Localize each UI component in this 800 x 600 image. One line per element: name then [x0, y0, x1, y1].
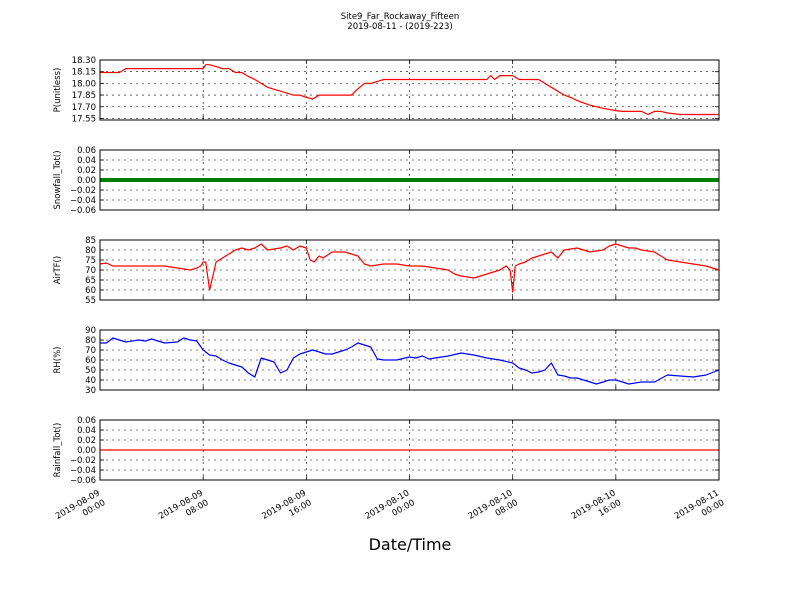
y-tick-label: 0.04	[77, 156, 96, 166]
y-tick-label: 70	[85, 266, 96, 276]
y-tick-label: 17.55	[72, 114, 96, 124]
y-tick-label: 55	[85, 296, 96, 306]
series-line-1	[99, 243, 720, 293]
plot-frame	[99, 239, 720, 301]
x-axis-label: Date/Time	[369, 535, 452, 554]
y-tick-label: −0.04	[70, 196, 96, 206]
plot-frame	[99, 329, 720, 391]
subplot-5: 0.060.040.020.00−0.02−0.04−0.06 Rainfall_…	[53, 416, 720, 486]
subplot-2: 0.060.040.020.00−0.02−0.04−0.06 Snowfall_…	[53, 146, 720, 216]
y-tick-label: 0.06	[77, 146, 96, 156]
y-tick-label: 18.30	[72, 56, 96, 66]
y-tick-label: 17.70	[72, 103, 96, 113]
y-tick-label: 0.00	[77, 446, 96, 456]
y-tick-label: 0.04	[77, 426, 96, 436]
y-tick-label: −0.06	[70, 206, 96, 216]
y-tick-label: 18.15	[72, 68, 96, 78]
plot-frame	[99, 59, 720, 121]
y-tick-label: 17.85	[72, 91, 96, 101]
y-tick-label: −0.04	[70, 466, 96, 476]
y-tick-label: 60	[85, 356, 96, 366]
chart-subtitle: 2019-08-11 - (2019-223)	[347, 22, 452, 32]
y-tick-label: 18.00	[72, 79, 96, 89]
y-tick-label: 90	[85, 326, 96, 336]
y-axis-label: P(unitless)	[53, 68, 63, 113]
y-tick-label: 65	[85, 276, 96, 286]
y-tick-label: 75	[85, 256, 96, 266]
y-tick-label: 60	[85, 286, 96, 296]
y-tick-label: 80	[85, 246, 96, 256]
y-tick-label: −0.02	[70, 456, 96, 466]
y-tick-label: 50	[85, 366, 96, 376]
plot-frame	[99, 149, 720, 211]
y-axis-label: RH(%)	[53, 346, 63, 373]
y-axis-label: Snowfall_Tot()	[53, 150, 63, 209]
y-tick-label: 70	[85, 346, 96, 356]
y-tick-label: −0.06	[70, 476, 96, 486]
y-tick-label: −0.02	[70, 186, 96, 196]
y-tick-label: 40	[85, 376, 96, 386]
y-tick-label: 0.02	[77, 166, 96, 176]
chart-title: Site9_Far_Rockaway_Fifteen	[341, 12, 460, 22]
plot-frame	[99, 419, 720, 481]
y-tick-label: 0.00	[77, 176, 96, 186]
y-tick-label: 0.02	[77, 436, 96, 446]
y-tick-label: 85	[85, 236, 96, 246]
series-line-1	[100, 337, 720, 385]
y-tick-label: 0.06	[77, 416, 96, 426]
y-axis-label: Rainfall_Tot()	[53, 423, 63, 478]
y-tick-label: 30	[85, 386, 96, 396]
series-line-1	[100, 64, 719, 116]
y-axis-label: AirTF()	[53, 256, 63, 284]
y-tick-label: 80	[85, 336, 96, 346]
